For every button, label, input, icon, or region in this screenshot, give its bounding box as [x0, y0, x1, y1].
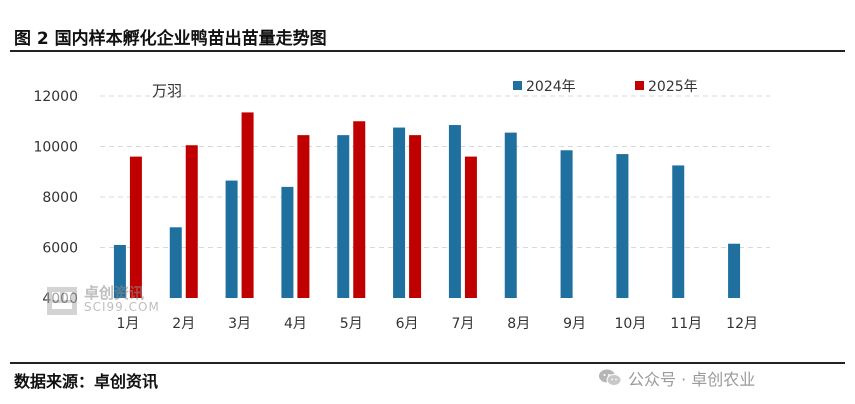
bar-2024 — [672, 165, 685, 298]
bar-2024 — [337, 135, 350, 298]
bar-2025 — [464, 156, 477, 298]
data-source: 数据来源：卓创资讯 — [14, 372, 159, 391]
bottom-rule — [10, 362, 845, 364]
bar-2024 — [225, 180, 238, 298]
credit-text: 公众号 · 卓创农业 — [628, 370, 756, 389]
bar-2024 — [281, 186, 294, 298]
x-tick-labels: 1月 2月 3月 4月 5月 6月 7月 8月 9月 10月 11月 12月 — [116, 316, 758, 332]
bar-2024 — [448, 125, 461, 298]
y-tick-label: 8000 — [42, 190, 78, 206]
bar-2025 — [409, 135, 422, 298]
bar-2024 — [393, 127, 406, 298]
bar-2024 — [728, 243, 741, 298]
x-tick-label: 4月 — [284, 316, 307, 332]
x-tick-label: 12月 — [726, 316, 758, 332]
legend-label-2025: 2025年 — [648, 79, 698, 95]
x-tick-label: 3月 — [228, 316, 251, 332]
unit-label: 万羽 — [152, 82, 182, 100]
legend: 2024年 2025年 — [513, 79, 698, 95]
bars — [113, 112, 741, 298]
y-tick-label: 6000 — [42, 241, 78, 257]
legend-swatch-2024 — [513, 81, 522, 90]
x-tick-label: 6月 — [396, 316, 419, 332]
y-tick-labels: 4000600080001000012000 — [33, 89, 78, 307]
x-tick-label: 8月 — [507, 316, 530, 332]
logo-text-cn: 卓创资讯 — [84, 284, 145, 302]
bar-2025 — [297, 135, 310, 298]
watermark-logo: 卓创资讯 SCI99.COM — [44, 282, 194, 322]
x-tick-label: 7月 — [451, 316, 474, 332]
x-tick-label: 2月 — [172, 316, 195, 332]
sci99-logo-icon — [47, 287, 77, 315]
legend-swatch-2025 — [635, 81, 644, 90]
y-tick-label: 10000 — [33, 140, 78, 156]
bar-2024 — [504, 132, 517, 298]
x-tick-label: 9月 — [563, 316, 586, 332]
x-tick-label: 10月 — [615, 316, 647, 332]
duck-hatchling-output-chart: 4000600080001000012000 1月2月3月4月5月6月7月8月9… — [33, 79, 770, 332]
bar-2025 — [241, 112, 254, 298]
bar-2024 — [616, 154, 629, 298]
bar-2025 — [353, 121, 366, 298]
logo-text-en: SCI99.COM — [84, 300, 160, 314]
bar-2024 — [560, 150, 573, 298]
bar-2025 — [129, 156, 142, 298]
x-tick-label: 11月 — [670, 316, 702, 332]
y-tick-label: 12000 — [33, 89, 78, 105]
legend-label-2024: 2024年 — [526, 79, 576, 95]
top-rule — [10, 50, 845, 52]
bar-2024 — [169, 227, 182, 298]
x-tick-label: 1月 — [116, 316, 139, 332]
bar-2024 — [113, 244, 126, 298]
grid-lines — [100, 95, 770, 248]
x-tick-label: 5月 — [340, 316, 363, 332]
figure-title: 图 2 国内样本孵化企业鸭苗出苗量走势图 — [14, 29, 327, 49]
wechat-icon — [599, 369, 622, 386]
wechat-credit: 公众号 · 卓创农业 — [598, 366, 755, 390]
bar-2025 — [185, 145, 198, 298]
